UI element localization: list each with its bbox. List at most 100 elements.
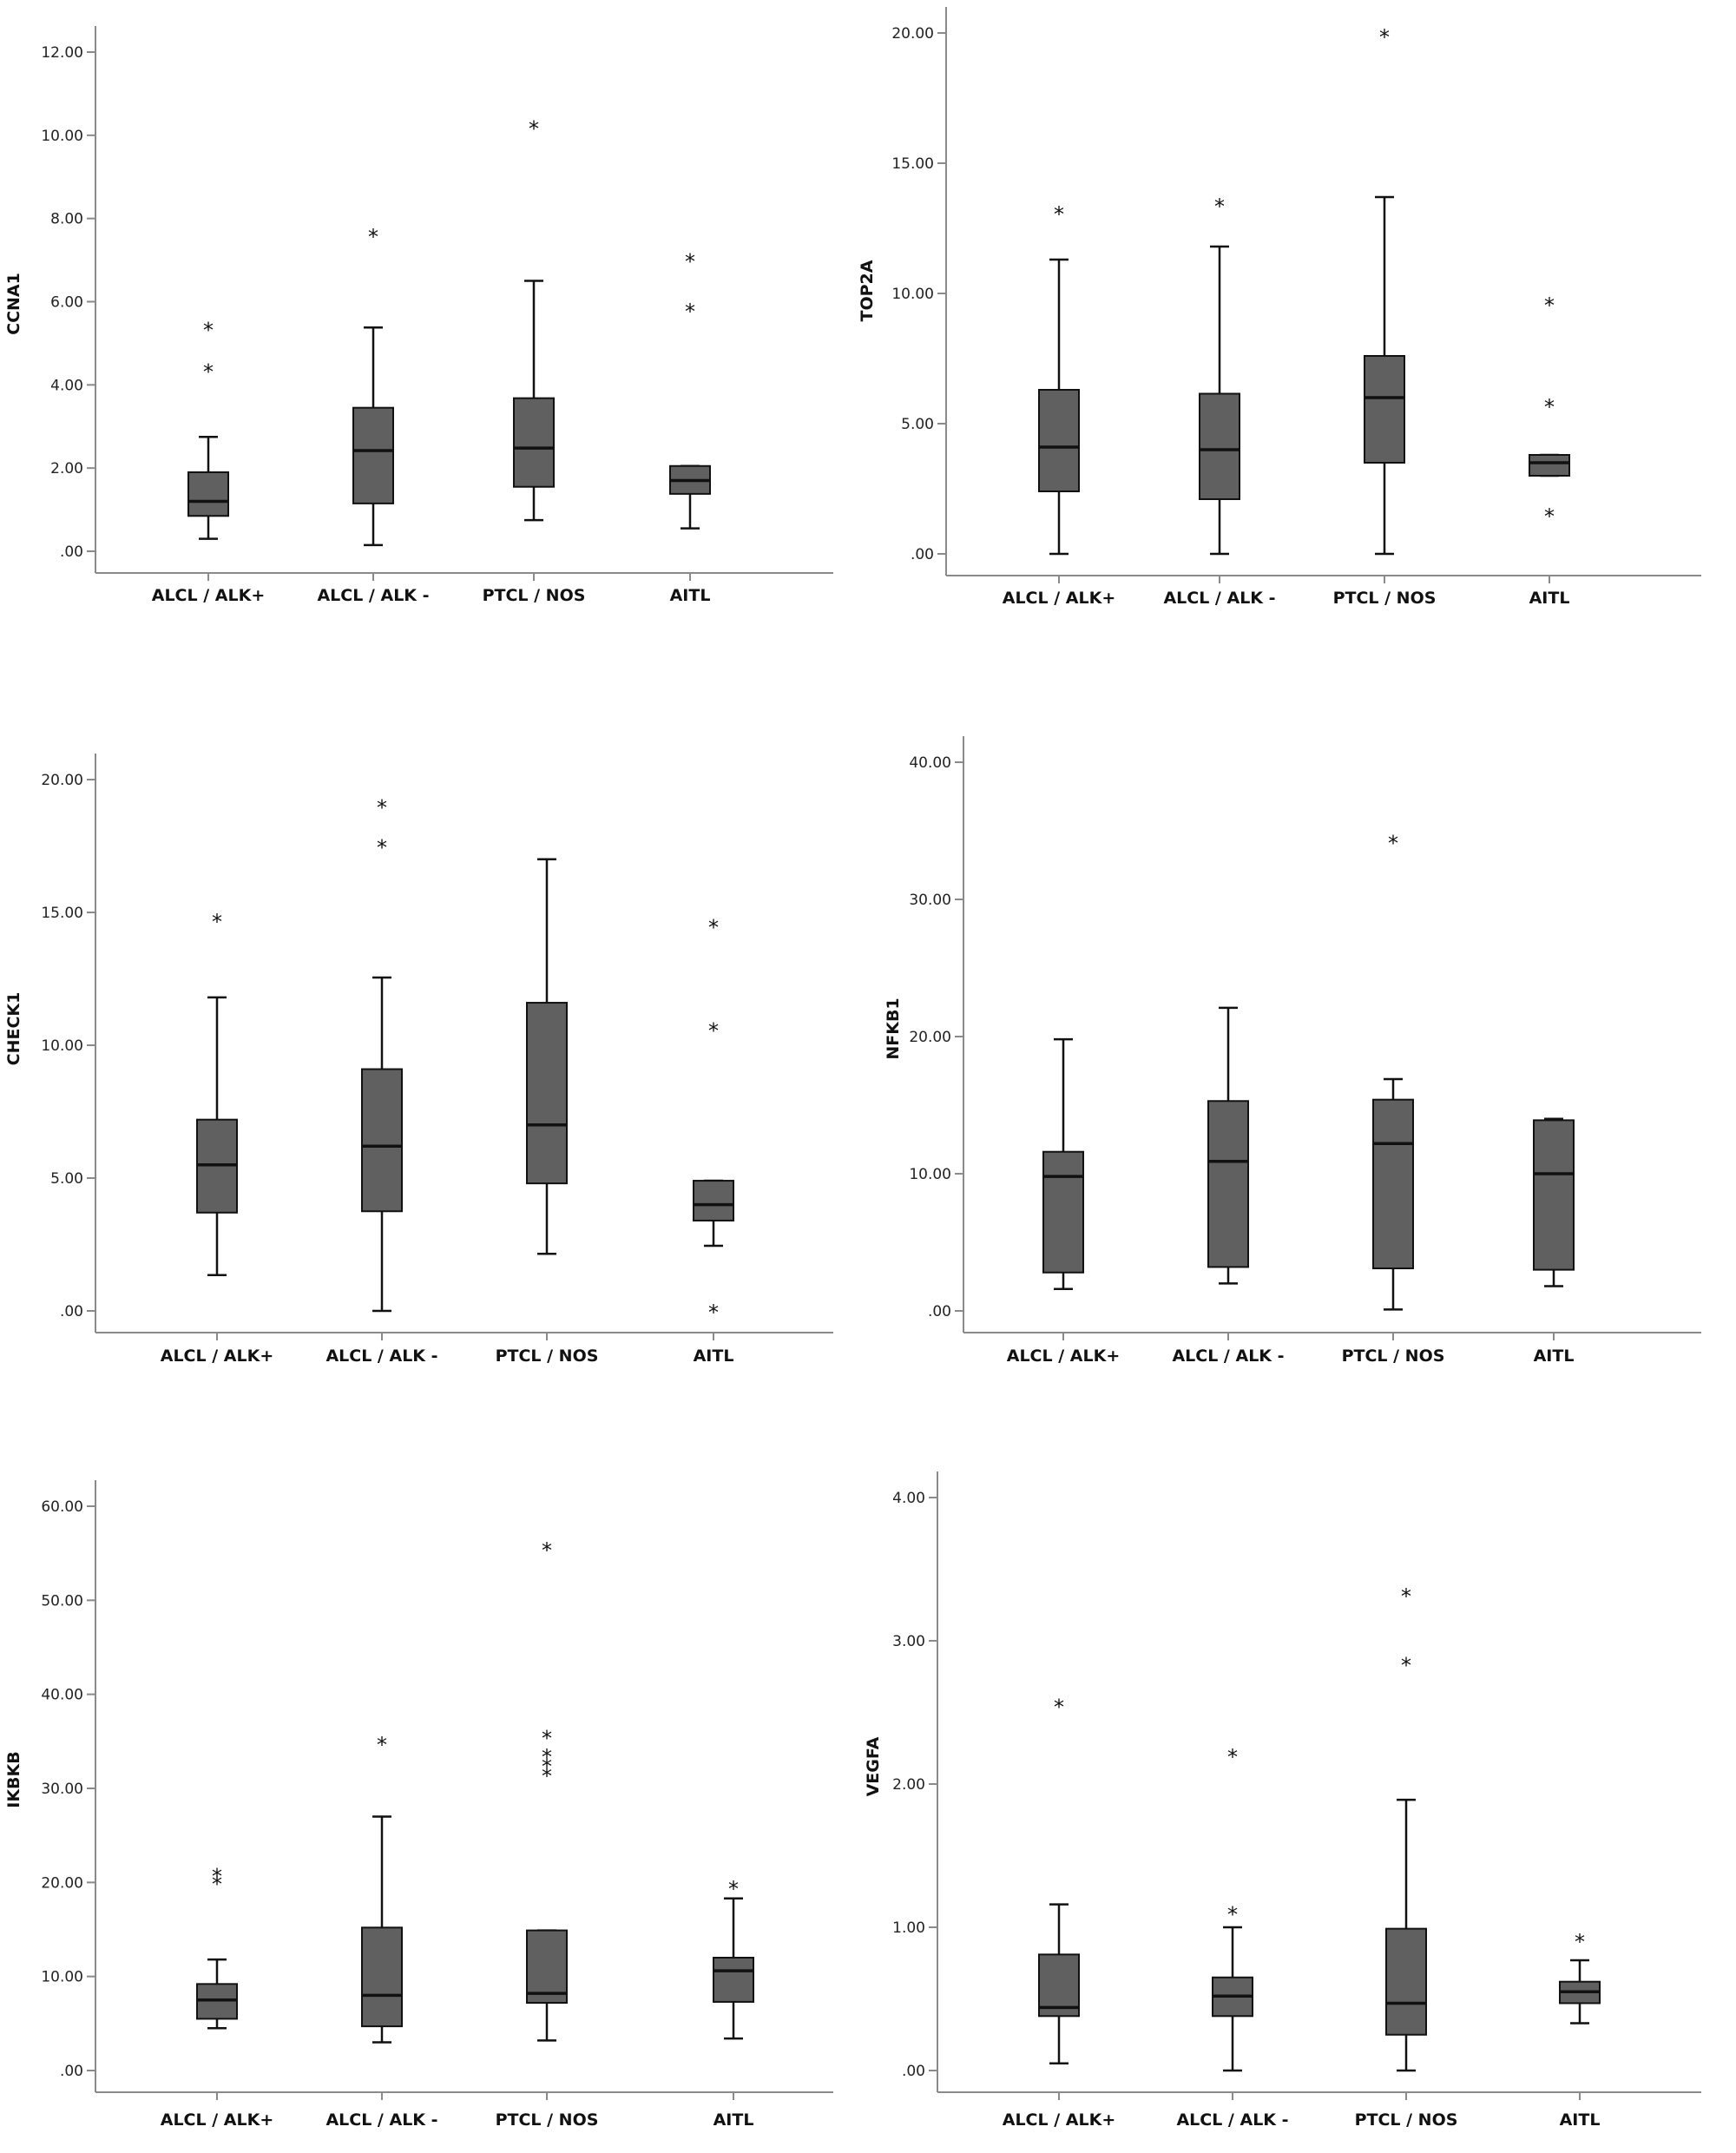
y-axis-title: NFKB1 — [884, 997, 903, 1059]
x-tick-label: ALCL / ALK - — [317, 586, 429, 605]
outlier-marker: * — [542, 1726, 552, 1750]
boxplot-panel-nfkb1: .00 10.00 20.00 30.00 40.00 NFKB1 ALCL / ALK+ A… — [884, 736, 1701, 1366]
y-tick-label: .00 — [60, 543, 83, 561]
boxplot-panel-check1: .00 5.00 10.00 15.00 20.00 CHECK1 ALCL / ALK+ *… — [4, 754, 833, 1366]
outlier-marker: * — [728, 1877, 739, 1901]
y-tick-label: .00 — [911, 546, 934, 563]
box-iqr — [1038, 389, 1080, 492]
x-tick-label: PTCL / NOS — [1342, 1346, 1445, 1366]
y-tick-label: 30.00 — [909, 892, 951, 909]
x-tick-label: ALCL / ALK+ — [1003, 2110, 1116, 2130]
y-tick-label: 50.00 — [41, 1592, 83, 1610]
y-tick-label: 30.00 — [41, 1781, 83, 1798]
x-tick-label: ALCL / ALK - — [1172, 1346, 1284, 1366]
outlier-marker: * — [1544, 293, 1555, 318]
outlier-marker: * — [212, 1872, 222, 1896]
box-iqr — [526, 1929, 568, 2004]
outlier-marker: * — [685, 250, 695, 274]
x-tick-label: ALCL / ALK+ — [161, 2110, 274, 2130]
outlier-marker: * — [542, 1755, 552, 1779]
y-tick-label: 4.00 — [892, 1490, 925, 1507]
y-tick-label: 40.00 — [41, 1687, 83, 1704]
outlier-marker: * — [708, 1300, 719, 1325]
box-iqr — [352, 406, 394, 504]
outlier-marker: * — [708, 1019, 719, 1044]
outlier-marker: * — [1227, 1903, 1238, 1927]
outlier-marker: * — [529, 116, 539, 141]
outlier-marker: * — [203, 360, 214, 385]
y-tick-label: 10.00 — [41, 1969, 83, 1986]
y-tick-label: 5.00 — [901, 416, 934, 433]
outlier-marker: * — [1379, 25, 1390, 49]
outlier-marker: * — [1214, 194, 1225, 219]
y-tick-label: 3.00 — [892, 1633, 925, 1650]
outlier-marker: * — [377, 796, 387, 820]
outlier-marker: * — [1227, 1745, 1238, 1769]
outlier-marker: * — [1054, 202, 1064, 227]
box-iqr — [361, 1068, 403, 1213]
outlier-marker: * — [377, 1733, 387, 1757]
y-tick-label: 5.00 — [50, 1170, 83, 1188]
box-iqr — [1372, 1098, 1414, 1270]
y-tick-label: .00 — [60, 2063, 83, 2080]
y-tick-label: 8.00 — [50, 211, 83, 228]
y-tick-label: 60.00 — [41, 1498, 83, 1516]
x-tick-label: PTCL / NOS — [483, 586, 586, 605]
box-iqr — [1385, 1927, 1427, 2036]
x-tick-label: ALCL / ALK+ — [161, 1346, 274, 1366]
y-axis-title: VEGFA — [864, 1736, 883, 1796]
y-tick-label: 10.00 — [41, 1037, 83, 1055]
y-tick-label: 2.00 — [50, 460, 83, 477]
y-tick-label: 6.00 — [50, 294, 83, 312]
x-tick-label: ALCL / ALK+ — [152, 586, 266, 605]
y-axis-title: IKBKB — [4, 1751, 23, 1807]
box-iqr — [1042, 1150, 1084, 1274]
outlier-marker: * — [368, 225, 378, 249]
y-tick-label: 40.00 — [909, 754, 951, 772]
y-tick-label: 20.00 — [41, 772, 83, 789]
box-iqr — [1038, 1953, 1080, 2018]
box-iqr — [1533, 1119, 1575, 1271]
outlier-marker: * — [542, 1764, 552, 1788]
x-tick-label: AITL — [1529, 589, 1570, 608]
outlier-marker: * — [685, 300, 695, 324]
boxplot-panel-top2a: .00 5.00 10.00 15.00 20.00 TOP2A ALCL / ALK+ * A… — [858, 7, 1701, 608]
box-iqr — [1207, 1100, 1249, 1268]
y-axis-title: CCNA1 — [4, 273, 23, 335]
y-tick-label: 10.00 — [891, 286, 934, 303]
y-tick-label: .00 — [928, 1303, 951, 1320]
y-tick-label: 4.00 — [50, 377, 83, 394]
outlier-marker: * — [1054, 1695, 1064, 1719]
y-tick-label: 2.00 — [892, 1776, 925, 1794]
x-tick-label: ALCL / ALK - — [1176, 2110, 1288, 2130]
x-tick-label: ALCL / ALK - — [326, 1346, 437, 1366]
x-tick-label: PTCL / NOS — [1333, 589, 1437, 608]
outlier-marker: * — [1401, 1584, 1411, 1609]
box-iqr — [187, 471, 229, 517]
box-iqr — [693, 1180, 734, 1221]
y-tick-label: .00 — [902, 2063, 925, 2080]
y-axis-title: TOP2A — [858, 260, 877, 321]
outlier-marker: * — [708, 915, 719, 939]
outlier-marker: * — [1575, 1930, 1585, 1954]
outlier-marker: * — [1388, 832, 1398, 856]
x-tick-label: ALCL / ALK+ — [1007, 1346, 1121, 1366]
outlier-marker: * — [542, 1538, 552, 1563]
outlier-marker: * — [542, 1745, 552, 1769]
y-tick-label: .00 — [60, 1303, 83, 1320]
y-tick-label: 10.00 — [909, 1166, 951, 1183]
x-tick-label: PTCL / NOS — [1355, 2110, 1458, 2130]
x-tick-label: PTCL / NOS — [496, 2110, 599, 2130]
x-tick-label: AITL — [713, 2110, 754, 2130]
box-iqr — [1529, 454, 1570, 477]
box-iqr — [1199, 392, 1240, 500]
outlier-marker: * — [212, 1865, 222, 1889]
outlier-marker: * — [203, 319, 214, 343]
x-tick-label: AITL — [1560, 2110, 1601, 2130]
x-tick-label: ALCL / ALK+ — [1003, 589, 1116, 608]
y-tick-label: 20.00 — [891, 25, 934, 43]
outlier-marker: * — [1544, 504, 1555, 529]
x-tick-label: AITL — [1534, 1346, 1575, 1366]
box-iqr — [713, 1957, 754, 2003]
